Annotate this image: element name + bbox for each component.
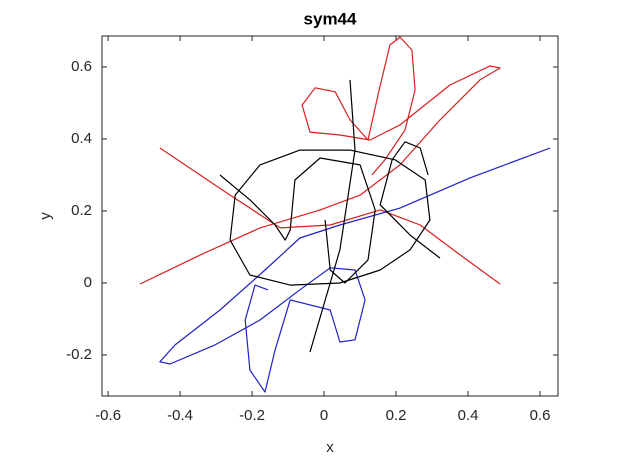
y-axis-label: y [37, 212, 54, 220]
x-tick-label: 0.2 [386, 407, 407, 424]
chart-title: sym44 [304, 9, 357, 28]
x-tick-label: -0.2 [239, 407, 265, 424]
y-tick-label: 0 [84, 274, 92, 291]
y-tick-label: 0.6 [71, 58, 92, 75]
axes-box [101, 35, 559, 397]
y-tick-label: 0.2 [71, 202, 92, 219]
curve [159, 147, 501, 285]
curve [309, 79, 356, 353]
x-tick-label: 0.6 [530, 407, 551, 424]
x-axis-label: x [326, 439, 334, 456]
x-tick-label: -0.4 [167, 407, 193, 424]
x-tick-label: 0 [320, 407, 328, 424]
curve [159, 147, 551, 393]
x-tick-label: -0.6 [95, 407, 121, 424]
y-tick-label: -0.2 [66, 346, 92, 363]
curve [139, 36, 501, 285]
x-tick-label: 0.4 [458, 407, 479, 424]
curve [379, 141, 441, 259]
curve [229, 149, 431, 286]
y-tick-label: 0.4 [71, 130, 92, 147]
curve [219, 157, 376, 284]
